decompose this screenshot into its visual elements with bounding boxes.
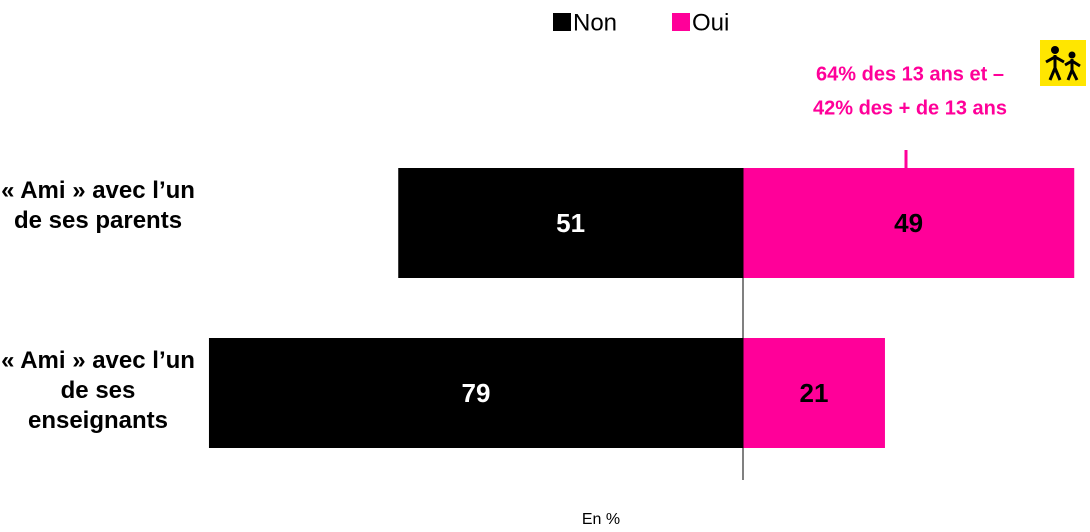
category-label: « Ami » avec l’un de ses enseignants — [1, 347, 195, 434]
value-label: 79 — [462, 378, 491, 408]
legend-label: Non — [573, 9, 617, 36]
bar — [398, 168, 743, 278]
footnote: En % — [582, 511, 620, 528]
icon — [1040, 40, 1086, 86]
legend-label: Oui — [692, 9, 729, 36]
value-label: 51 — [556, 208, 585, 238]
value-label: 49 — [894, 208, 923, 238]
legend-swatch — [553, 13, 571, 31]
bar — [743, 338, 885, 448]
bar — [208, 338, 743, 448]
annotation: 42% des + de 13 ans — [813, 97, 1007, 119]
legend-swatch — [672, 13, 690, 31]
value-label: 21 — [800, 378, 829, 408]
annotation: 64% des 13 ans et – — [816, 63, 1004, 85]
bar — [743, 168, 1075, 278]
category-label: « Ami » avec l’un de ses parents — [1, 177, 195, 234]
